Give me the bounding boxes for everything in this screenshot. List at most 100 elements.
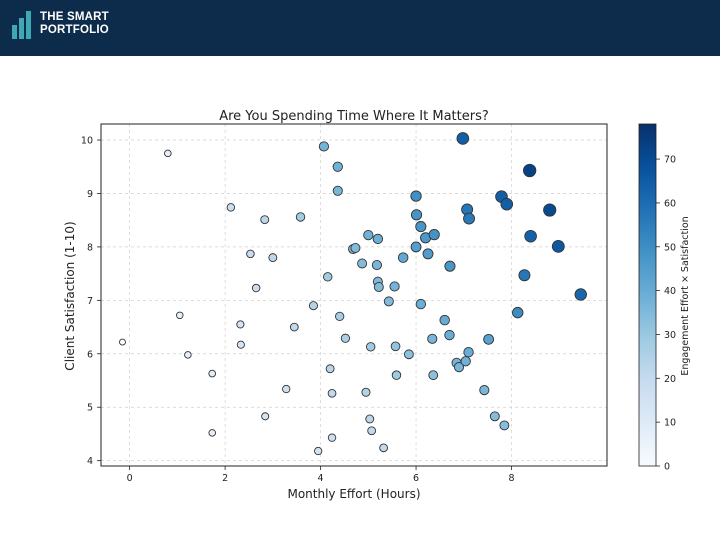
- data-point: [372, 233, 384, 245]
- data-point: [404, 349, 414, 360]
- data-point: [479, 385, 490, 396]
- data-point: [512, 306, 524, 319]
- colorbar: [638, 123, 657, 467]
- data-point: [574, 288, 587, 301]
- data-point: [251, 283, 261, 293]
- colorbar-ticks: 0 10 20 30 40 50 60 70: [656, 155, 676, 473]
- data-point: [444, 329, 455, 341]
- data-point: [327, 433, 337, 442]
- data-point: [332, 185, 343, 196]
- x-tick-label: 8: [509, 473, 515, 484]
- data-point: [176, 311, 184, 320]
- data-point: [410, 241, 422, 253]
- data-point: [261, 412, 270, 421]
- data-point: [371, 259, 382, 271]
- scatter-chart: 0 2 4 6 8 4 5 6 7 8 9 10 Are You Spending Time Whe…: [63, 109, 691, 501]
- data-point: [422, 248, 434, 260]
- data-point: [489, 411, 500, 422]
- data-point: [226, 203, 236, 212]
- data-point: [325, 364, 335, 374]
- y-tick-label: 5: [87, 403, 93, 414]
- data-point: [428, 370, 439, 381]
- data-point: [184, 351, 192, 359]
- data-point: [308, 301, 318, 311]
- data-point: [260, 215, 270, 225]
- colorbar-label: Engagement Effort × Satisfaction: [680, 216, 691, 375]
- data-point: [289, 322, 299, 332]
- data-point: [524, 229, 537, 243]
- data-point: [246, 249, 255, 259]
- data-point: [427, 333, 438, 344]
- colorbar-tick-label: 10: [664, 418, 676, 429]
- data-point: [332, 161, 343, 172]
- data-point: [390, 341, 401, 352]
- data-point: [463, 346, 474, 358]
- bar-chart-logo-icon: [12, 11, 31, 39]
- data-point: [410, 190, 422, 202]
- data-point: [323, 272, 333, 282]
- data-point: [391, 370, 402, 380]
- data-point: [415, 221, 427, 233]
- data-point: [268, 253, 278, 263]
- data-point: [463, 212, 475, 225]
- colorbar-tick-label: 70: [664, 155, 676, 166]
- x-axis-ticks: 0 2 4 6 8: [127, 466, 515, 484]
- y-axis-ticks: 4 5 6 7 8 9 10: [81, 136, 101, 467]
- brand-line-2: PORTFOLIO: [40, 24, 109, 36]
- data-point: [363, 230, 374, 241]
- y-tick-label: 8: [87, 242, 93, 253]
- data-point: [389, 281, 400, 292]
- data-point: [483, 333, 494, 345]
- y-tick-label: 7: [87, 296, 93, 307]
- data-point: [518, 269, 531, 282]
- data-point: [335, 311, 345, 322]
- plot-frame: [100, 123, 608, 467]
- data-points: [119, 132, 587, 456]
- data-point: [444, 260, 456, 272]
- y-tick-label: 9: [87, 189, 93, 200]
- data-point: [428, 229, 440, 241]
- colorbar-tick-label: 40: [664, 286, 676, 297]
- data-point: [415, 298, 427, 310]
- data-point: [453, 362, 465, 373]
- data-point: [373, 281, 384, 292]
- y-axis-label: Client Satisfaction (1-10): [63, 221, 77, 370]
- colorbar-tick-label: 0: [664, 462, 670, 473]
- data-point: [340, 333, 351, 343]
- data-point: [456, 132, 470, 145]
- header-bar: THE SMART PORTFOLIO: [0, 0, 720, 56]
- colorbar-tick-label: 60: [664, 198, 676, 209]
- data-point: [208, 429, 216, 437]
- data-point: [410, 209, 423, 221]
- data-point: [397, 252, 409, 263]
- data-point: [365, 342, 376, 352]
- data-point: [236, 320, 245, 329]
- x-tick-label: 2: [222, 473, 228, 484]
- data-point: [164, 149, 172, 158]
- data-point: [365, 414, 375, 424]
- data-point: [460, 356, 471, 367]
- y-tick-label: 4: [87, 456, 93, 467]
- colorbar-tick-label: 50: [664, 242, 676, 253]
- data-point: [357, 258, 368, 269]
- data-point: [361, 387, 371, 397]
- x-axis-label: Monthly Effort (Hours): [287, 487, 420, 501]
- data-point: [236, 340, 245, 349]
- data-point: [379, 443, 388, 453]
- data-point: [295, 212, 306, 222]
- grid-lines: [101, 124, 607, 466]
- chart-title: Are You Spending Time Where It Matters?: [219, 109, 489, 124]
- colorbar-tick-label: 20: [664, 374, 676, 385]
- data-point: [314, 446, 323, 456]
- data-point: [499, 420, 510, 431]
- x-tick-label: 0: [127, 473, 133, 484]
- data-point: [119, 338, 126, 346]
- data-point: [327, 388, 337, 398]
- data-point: [523, 163, 537, 178]
- y-tick-label: 6: [87, 349, 93, 360]
- data-point: [439, 314, 450, 326]
- data-point: [350, 242, 361, 253]
- brand-logo[interactable]: THE SMART PORTFOLIO: [12, 9, 109, 39]
- data-point: [383, 296, 394, 307]
- x-tick-label: 4: [318, 473, 324, 484]
